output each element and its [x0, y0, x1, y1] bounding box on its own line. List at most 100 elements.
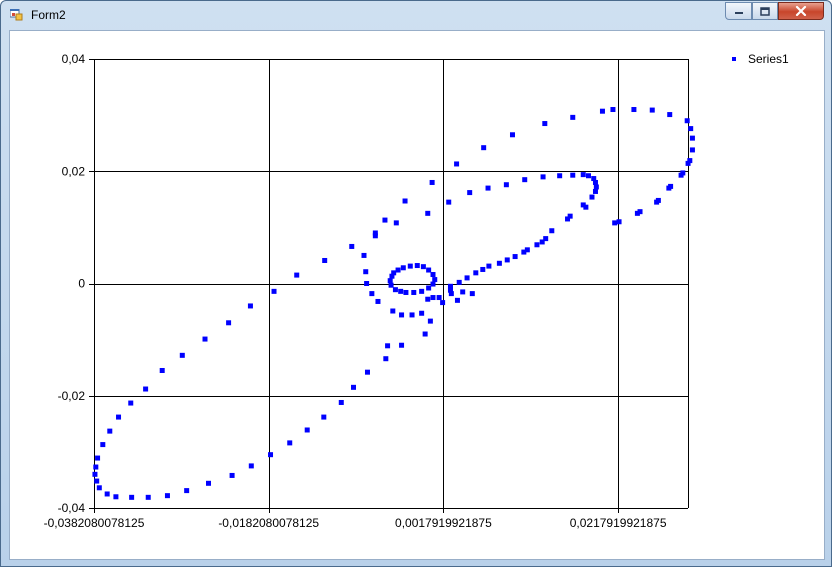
data-point	[689, 147, 695, 153]
data-point	[503, 182, 509, 188]
data-point	[400, 265, 406, 271]
chart-grid	[89, 59, 689, 513]
data-point	[407, 263, 413, 269]
data-point	[436, 295, 442, 301]
data-point	[473, 270, 479, 276]
data-point	[338, 399, 344, 405]
data-point	[369, 291, 375, 297]
data-point	[321, 414, 327, 420]
y-axis-tick-labels: 0,04 0,02 0 -0,02 -0,04	[58, 52, 86, 515]
data-point	[427, 318, 433, 324]
data-point	[383, 356, 389, 362]
data-point	[95, 455, 101, 461]
data-point	[480, 266, 486, 272]
data-point	[426, 267, 432, 273]
data-point	[542, 121, 548, 127]
window-title: Form2	[31, 8, 66, 22]
data-point	[543, 236, 549, 242]
x-axis-tick-labels: -0,0382080078125 -0,0182080078125 0,001791…	[44, 516, 667, 530]
data-point	[184, 488, 190, 494]
data-point	[469, 291, 475, 297]
data-point	[668, 183, 674, 189]
data-point	[363, 269, 369, 275]
data-point	[96, 485, 102, 491]
maximize-icon	[760, 6, 770, 16]
data-point	[655, 197, 661, 203]
chart-area: 0,04 0,02 0 -0,02 -0,04 -0,0382080078125 -0,0…	[9, 30, 825, 560]
data-point	[248, 463, 254, 469]
minimize-button[interactable]	[725, 2, 752, 20]
title-bar[interactable]: Form2	[1, 1, 831, 29]
data-point	[206, 480, 212, 486]
data-point	[512, 254, 518, 260]
data-point	[467, 190, 473, 196]
close-button[interactable]	[778, 2, 824, 20]
data-point	[454, 161, 460, 167]
data-point	[521, 249, 527, 255]
data-point	[447, 283, 453, 289]
data-point	[425, 296, 431, 302]
data-point	[414, 263, 420, 269]
data-point	[403, 289, 409, 295]
x-tick-label: 0,0017919921875	[395, 516, 492, 530]
data-point	[104, 491, 110, 497]
data-point	[399, 342, 405, 348]
data-point	[361, 252, 367, 258]
y-tick-label: 0,04	[62, 52, 86, 66]
data-point	[399, 312, 405, 318]
data-point	[143, 386, 149, 392]
data-point	[411, 289, 417, 295]
data-point	[580, 202, 586, 208]
data-point	[592, 188, 598, 194]
data-point	[591, 176, 597, 182]
data-point	[419, 288, 425, 294]
scatter-chart: 0,040,020-0,02-0,04 -0,0382080078125 -0,0…	[44, 52, 789, 530]
data-point	[128, 400, 134, 406]
data-point	[159, 367, 165, 373]
data-point	[539, 239, 545, 245]
data-point	[649, 107, 655, 113]
data-point	[637, 209, 643, 215]
minimize-icon	[734, 12, 743, 14]
data-point	[634, 210, 640, 216]
close-icon	[795, 6, 807, 16]
data-point	[432, 277, 438, 283]
data-point	[389, 273, 395, 279]
data-point	[382, 217, 388, 223]
data-point	[129, 494, 135, 500]
legend-marker	[732, 57, 736, 61]
data-point	[496, 260, 502, 266]
data-point	[409, 312, 415, 318]
data-point	[116, 414, 122, 420]
data-point	[268, 452, 274, 458]
data-point	[447, 287, 453, 293]
data-point	[610, 107, 616, 113]
data-point	[485, 185, 491, 191]
data-point	[388, 282, 394, 288]
data-point	[524, 247, 530, 253]
y-tick-label: -0,04	[58, 501, 86, 515]
data-point	[271, 288, 277, 294]
data-point	[460, 289, 466, 295]
data-point	[557, 173, 563, 179]
data-point	[113, 494, 119, 500]
data-point	[107, 428, 113, 434]
data-point	[454, 297, 460, 303]
y-tick-label: 0	[78, 277, 85, 291]
data-point	[570, 172, 576, 178]
data-point	[364, 281, 370, 286]
data-point	[364, 369, 370, 375]
data-point	[687, 158, 693, 164]
data-point	[402, 198, 408, 204]
data-point	[179, 352, 185, 358]
data-point	[549, 228, 555, 234]
data-point	[486, 263, 492, 269]
legend: Series1	[732, 52, 789, 66]
data-point	[565, 216, 571, 222]
data-point	[390, 308, 396, 314]
data-point	[385, 343, 391, 349]
data-point	[440, 300, 446, 306]
data-point	[422, 331, 428, 337]
maximize-button[interactable]	[752, 2, 778, 20]
